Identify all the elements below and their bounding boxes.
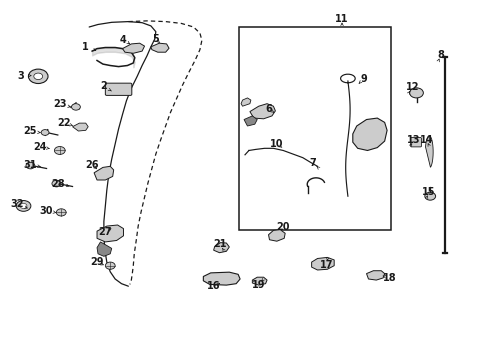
Polygon shape [269, 230, 285, 241]
Text: 4: 4 [120, 35, 127, 45]
FancyBboxPatch shape [105, 83, 132, 95]
Text: 23: 23 [53, 99, 67, 109]
Polygon shape [425, 136, 433, 167]
Text: 18: 18 [383, 273, 396, 283]
Text: 30: 30 [40, 206, 53, 216]
Circle shape [34, 73, 43, 80]
Circle shape [26, 162, 35, 169]
Circle shape [52, 180, 61, 187]
Text: 1: 1 [82, 42, 89, 52]
Polygon shape [97, 225, 123, 242]
Text: 3: 3 [17, 71, 24, 81]
Circle shape [72, 104, 80, 110]
Text: 9: 9 [360, 74, 367, 84]
Circle shape [425, 192, 436, 200]
Polygon shape [97, 242, 112, 256]
Bar [239, 27, 391, 230]
Text: 21: 21 [213, 239, 226, 249]
Text: 7: 7 [309, 158, 316, 168]
Text: 31: 31 [24, 160, 37, 170]
Polygon shape [353, 118, 387, 150]
Circle shape [16, 201, 31, 211]
Text: 26: 26 [85, 160, 99, 170]
Polygon shape [312, 257, 334, 270]
Text: 8: 8 [438, 50, 444, 60]
Circle shape [54, 147, 65, 154]
Text: 28: 28 [51, 179, 65, 189]
Polygon shape [252, 277, 267, 285]
Text: 22: 22 [57, 118, 71, 128]
Text: 6: 6 [265, 104, 272, 114]
Circle shape [28, 69, 48, 84]
Circle shape [20, 203, 27, 208]
Text: 14: 14 [419, 135, 433, 145]
Text: 29: 29 [90, 257, 104, 267]
Circle shape [56, 209, 66, 216]
FancyBboxPatch shape [411, 138, 421, 147]
Text: 15: 15 [422, 186, 436, 197]
Polygon shape [73, 123, 88, 131]
Text: 10: 10 [270, 139, 284, 149]
Circle shape [41, 130, 49, 135]
Text: 12: 12 [406, 82, 419, 92]
Text: 13: 13 [407, 135, 421, 145]
Polygon shape [94, 166, 114, 180]
Text: 20: 20 [276, 222, 290, 232]
Circle shape [410, 88, 423, 98]
Circle shape [105, 262, 115, 269]
Text: 11: 11 [335, 14, 349, 24]
Polygon shape [214, 243, 229, 253]
Text: 25: 25 [24, 126, 37, 136]
Polygon shape [151, 43, 169, 52]
Polygon shape [244, 116, 257, 126]
Text: 32: 32 [10, 199, 24, 210]
Text: 27: 27 [98, 227, 112, 237]
Polygon shape [250, 104, 275, 119]
Text: 2: 2 [100, 81, 107, 91]
Polygon shape [241, 98, 251, 106]
Text: 17: 17 [319, 260, 333, 270]
Text: 16: 16 [207, 281, 220, 291]
Text: 24: 24 [33, 142, 47, 152]
Polygon shape [122, 43, 145, 53]
Text: 5: 5 [152, 34, 159, 44]
Polygon shape [203, 272, 240, 285]
Polygon shape [367, 271, 385, 280]
Text: 19: 19 [252, 280, 266, 290]
